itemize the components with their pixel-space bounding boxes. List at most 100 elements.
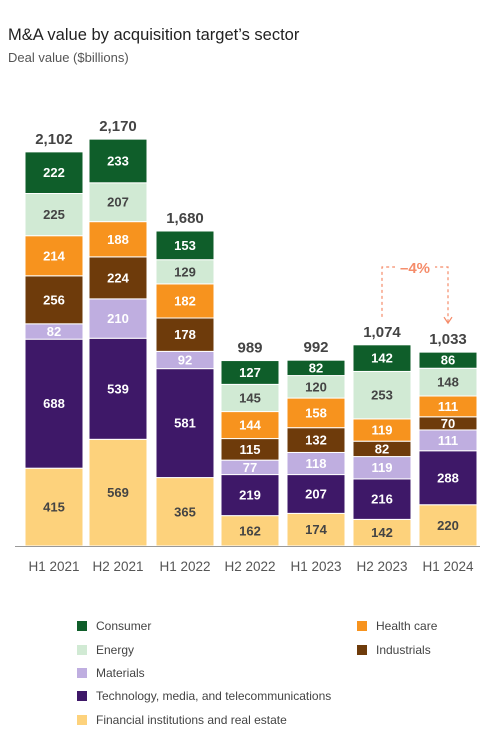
- annotation-label-bg: [395, 257, 435, 277]
- data-label: 288: [437, 470, 459, 485]
- annotation-arrow-icon: [443, 316, 453, 325]
- bar-segment: [155, 259, 215, 285]
- bar-segment: [352, 370, 412, 420]
- data-label: 86: [441, 353, 455, 368]
- data-label: 119: [372, 423, 393, 438]
- data-label: 219: [239, 488, 261, 503]
- bar-segment: [220, 411, 280, 440]
- data-label: 115: [240, 442, 261, 457]
- data-label: 162: [239, 523, 261, 538]
- data-label: 82: [309, 360, 323, 375]
- x-tick-label: H1 2024: [422, 559, 474, 574]
- data-label: 118: [306, 456, 327, 471]
- bar-segment: [88, 138, 148, 184]
- data-label: 77: [243, 460, 257, 475]
- data-label: 188: [107, 232, 129, 247]
- bar-segment: [155, 368, 215, 479]
- legend-label: Materials: [96, 666, 145, 680]
- data-label: 142: [371, 351, 393, 366]
- chart-subtitle: Deal value ($billions): [8, 50, 129, 65]
- data-label: 174: [305, 522, 327, 537]
- legend-item: Health care: [357, 619, 437, 633]
- x-tick-label: H1 2021: [28, 559, 79, 574]
- data-label: 214: [43, 248, 65, 263]
- data-label: 224: [107, 270, 129, 285]
- bar-segment: [418, 450, 478, 506]
- x-tick-label: H2 2023: [356, 559, 407, 574]
- x-tick-label: H2 2022: [224, 559, 275, 574]
- data-label: 210: [107, 311, 129, 326]
- legend-label: Financial institutions and real estate: [96, 713, 287, 727]
- bar-segment: [24, 467, 84, 547]
- legend-swatch: [77, 668, 87, 678]
- legend-item: Financial institutions and real estate: [77, 713, 287, 727]
- bar-segment: [286, 359, 346, 377]
- data-label: 158: [305, 405, 327, 420]
- bar-segment: [286, 474, 346, 514]
- data-label: 688: [43, 396, 65, 411]
- data-label: 182: [174, 293, 196, 308]
- total-label: 1,680: [166, 210, 204, 227]
- legend-item: Energy: [77, 643, 134, 657]
- bar-segment: [88, 337, 148, 440]
- legend-swatch: [357, 645, 367, 655]
- total-label: 992: [303, 339, 328, 356]
- legend-item: Consumer: [77, 619, 151, 633]
- data-label: 111: [438, 433, 458, 448]
- stacked-bar-chart: 415 688 82 256 214 225 222 2,102 H1 2021 569 539 21…: [15, 118, 480, 574]
- data-label: 70: [441, 416, 455, 431]
- data-label: 92: [178, 353, 192, 368]
- bar-segment: [220, 360, 280, 385]
- data-label: 539: [107, 381, 129, 396]
- bar-segment: [24, 235, 84, 277]
- legend-label: Energy: [96, 643, 135, 657]
- data-label: 142: [371, 525, 393, 540]
- data-label: 225: [43, 207, 65, 222]
- data-label: 148: [437, 375, 459, 390]
- data-label: 220: [437, 518, 459, 533]
- data-label: 178: [174, 327, 196, 342]
- chart-title: M&A value by acquisition target’s sector: [8, 26, 300, 44]
- legend-swatch: [77, 621, 87, 631]
- total-label: 1,033: [429, 331, 467, 348]
- data-label: 415: [43, 500, 65, 515]
- bar-segment: [286, 512, 346, 547]
- data-label: 82: [47, 324, 61, 339]
- data-label: 145: [239, 390, 261, 405]
- bar-segment: [24, 151, 84, 194]
- data-label: 144: [239, 418, 261, 433]
- data-label: 129: [174, 264, 196, 279]
- annotation-bracket: [381, 266, 449, 323]
- data-label: 365: [174, 504, 196, 519]
- bar-segment: [155, 317, 215, 352]
- legend-item: Materials: [77, 666, 145, 680]
- bar-segment: [155, 477, 215, 547]
- bar-segment: [24, 338, 84, 469]
- data-label: 82: [375, 441, 389, 456]
- bar-segment: [155, 230, 215, 261]
- legend-item: Industrials: [357, 643, 431, 657]
- data-label: 216: [371, 492, 393, 507]
- legend-swatch: [357, 621, 367, 631]
- bar-segment: [88, 182, 148, 223]
- bar-segment: [286, 427, 346, 453]
- bar-segment: [352, 344, 412, 372]
- legend-swatch: [77, 645, 87, 655]
- data-label: 127: [239, 365, 261, 380]
- data-label: 111: [438, 399, 458, 414]
- annotation-label: –4%: [400, 260, 430, 277]
- data-label: 207: [107, 195, 129, 210]
- bar-segment: [155, 283, 215, 319]
- legend-swatch: [77, 715, 87, 725]
- data-label: 569: [107, 485, 129, 500]
- bar-segment: [24, 275, 84, 325]
- bar-segment: [220, 474, 280, 517]
- bar-segment: [418, 351, 478, 369]
- legend-label: Industrials: [376, 643, 431, 657]
- bar-segment: [24, 193, 84, 237]
- data-label: 256: [43, 292, 65, 307]
- bar-segment: [88, 221, 148, 258]
- data-label: 207: [305, 486, 327, 501]
- data-label: 132: [305, 433, 327, 448]
- data-label: 119: [372, 460, 393, 475]
